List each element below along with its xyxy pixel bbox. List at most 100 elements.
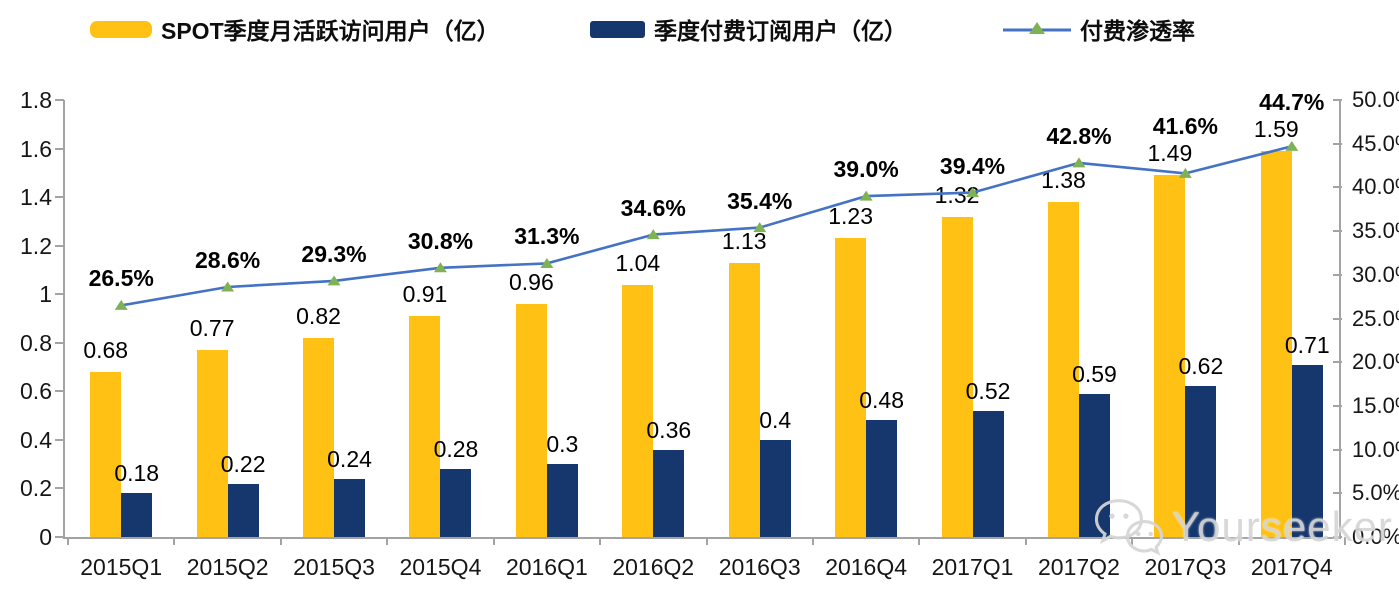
mau-bar <box>303 337 335 537</box>
mau-bar-label: 1.23 <box>828 203 873 230</box>
mau-bar-label: 1.13 <box>721 227 767 254</box>
mau-bar-label: 1.04 <box>615 249 661 276</box>
subscribers-bar-label: 0.4 <box>759 406 792 433</box>
x-axis-category-label: 2015Q3 <box>293 554 375 580</box>
subscribers-bar-label: 0.59 <box>1072 360 1117 387</box>
left-axis-tick-label: 0 <box>39 524 52 550</box>
mau-bar <box>728 262 760 537</box>
right-axis-tick-label: 5.0% <box>1352 480 1399 506</box>
mau-bar-label: 0.82 <box>296 302 341 329</box>
left-axis-tick-label: 0.8 <box>20 329 52 356</box>
x-axis-tick <box>918 537 921 545</box>
subscribers-bar-label: 0.71 <box>1284 331 1330 358</box>
x-axis-tick <box>1131 537 1134 545</box>
right-axis-tick-label: 20.0% <box>1352 349 1399 375</box>
left-axis-tick-label: 1 <box>39 281 52 308</box>
left-axis-tick-label: 1.8 <box>20 87 52 113</box>
x-axis-category-label: 2017Q2 <box>1038 554 1120 580</box>
x-axis-tick <box>1344 537 1346 545</box>
left-axis-tick-label: 0.6 <box>20 378 52 405</box>
x-axis-tick <box>173 537 176 545</box>
right-axis-tick <box>1333 448 1342 451</box>
subscribers-bar <box>653 449 685 537</box>
subscribers-bar <box>1291 364 1323 537</box>
penetration-label: 29.3% <box>301 240 367 267</box>
mau-bar-label: 0.91 <box>402 281 448 308</box>
penetration-label: 39.0% <box>833 156 899 183</box>
x-axis-tick <box>705 537 708 545</box>
x-axis-tick <box>279 537 282 545</box>
mau-bar-label: 0.68 <box>83 336 129 363</box>
x-axis-category-label: 2016Q2 <box>612 554 695 580</box>
subscribers-bar-label: 0.52 <box>965 377 1011 404</box>
subscribers-bar <box>121 493 153 537</box>
x-axis-tick <box>492 537 495 545</box>
left-axis-tick-label: 1.2 <box>20 232 52 259</box>
x-axis-category-label: 2017Q3 <box>1144 554 1227 580</box>
right-axis-tick-label: 10.0% <box>1352 436 1399 462</box>
subscribers-bar-label: 0.28 <box>433 436 479 463</box>
x-axis-category-label: 2015Q1 <box>80 554 163 580</box>
x-axis-category-label: 2016Q1 <box>505 554 588 580</box>
mau-bar <box>622 284 654 537</box>
x-axis-category-label: 2016Q3 <box>718 554 801 580</box>
left-axis-tick <box>55 536 64 538</box>
subscribers-bar <box>227 483 259 537</box>
left-axis-tick-label: 1.6 <box>20 135 52 162</box>
mau-bar <box>196 350 228 537</box>
mau-bar <box>941 216 973 537</box>
x-axis-category-label: 2017Q1 <box>931 554 1014 580</box>
legend-item-subscribers: 季度付费订阅用户（亿） <box>590 12 907 46</box>
subscribers-bar-label: 0.24 <box>327 445 372 472</box>
mau-bar-label: 1.32 <box>934 181 980 208</box>
right-axis-tick-label: 25.0% <box>1352 305 1399 331</box>
left-axis-tick <box>55 147 64 150</box>
penetration-label: 42.8% <box>1046 122 1112 149</box>
subscribers-bar <box>759 439 791 537</box>
right-axis-tick-label: 0.0% <box>1352 524 1399 549</box>
mau-bar <box>409 316 441 537</box>
penetration-label: 35.4% <box>727 187 793 214</box>
left-axis-tick <box>55 196 64 199</box>
subscribers-bar-label: 0.3 <box>546 431 579 458</box>
right-axis-tick-label: 40.0% <box>1352 174 1399 200</box>
mau-bar <box>515 303 547 537</box>
subscribers-bar-label: 0.22 <box>220 450 266 477</box>
subscribers-bar-label: 0.18 <box>114 460 160 487</box>
x-axis-tick <box>1024 537 1027 545</box>
right-axis-tick-label: 35.0% <box>1352 218 1399 244</box>
subscribers-bar <box>866 420 898 537</box>
x-axis-tick <box>67 537 69 545</box>
subscribers-series-swatch <box>590 20 645 38</box>
legend-item-mau: SPOT季度月活跃访问用户（亿） <box>90 12 500 46</box>
right-axis-tick-label: 30.0% <box>1352 261 1399 287</box>
x-axis-tick <box>1237 537 1240 545</box>
left-axis-tick <box>55 293 64 296</box>
left-axis-tick <box>55 99 64 101</box>
penetration-label: 31.3% <box>514 223 580 250</box>
mau-series-swatch <box>90 20 152 38</box>
subscribers-bar-label: 0.36 <box>646 416 692 443</box>
right-axis-tick <box>1333 99 1342 101</box>
penetration-label: 34.6% <box>620 194 686 221</box>
watermark: Yourseeker <box>1090 496 1393 558</box>
penetration-label: 28.6% <box>195 247 261 274</box>
mau-bar-label: 1.38 <box>1041 166 1086 193</box>
x-axis-tick <box>386 537 389 545</box>
penetration-label: 30.8% <box>407 227 474 254</box>
mau-bar-label: 1.59 <box>1253 115 1299 142</box>
subscribers-bar-label: 0.62 <box>1178 353 1224 380</box>
subscribers-bar <box>334 478 366 537</box>
mau-bar <box>90 371 122 537</box>
penetration-label: 44.7% <box>1259 88 1325 115</box>
subscribers-bar <box>1185 386 1217 537</box>
x-axis-category-label: 2017Q4 <box>1250 554 1333 580</box>
right-axis-tick <box>1333 361 1342 364</box>
subscribers-bar <box>546 464 578 537</box>
subscribers-bar-label: 0.48 <box>859 387 904 414</box>
subscribers-bar <box>972 410 1004 537</box>
subscribers-bar <box>1078 393 1110 537</box>
right-axis-tick <box>1333 317 1342 320</box>
legend-item-penetration: 付费渗透率 <box>1003 12 1195 46</box>
right-axis-tick <box>1333 142 1342 145</box>
